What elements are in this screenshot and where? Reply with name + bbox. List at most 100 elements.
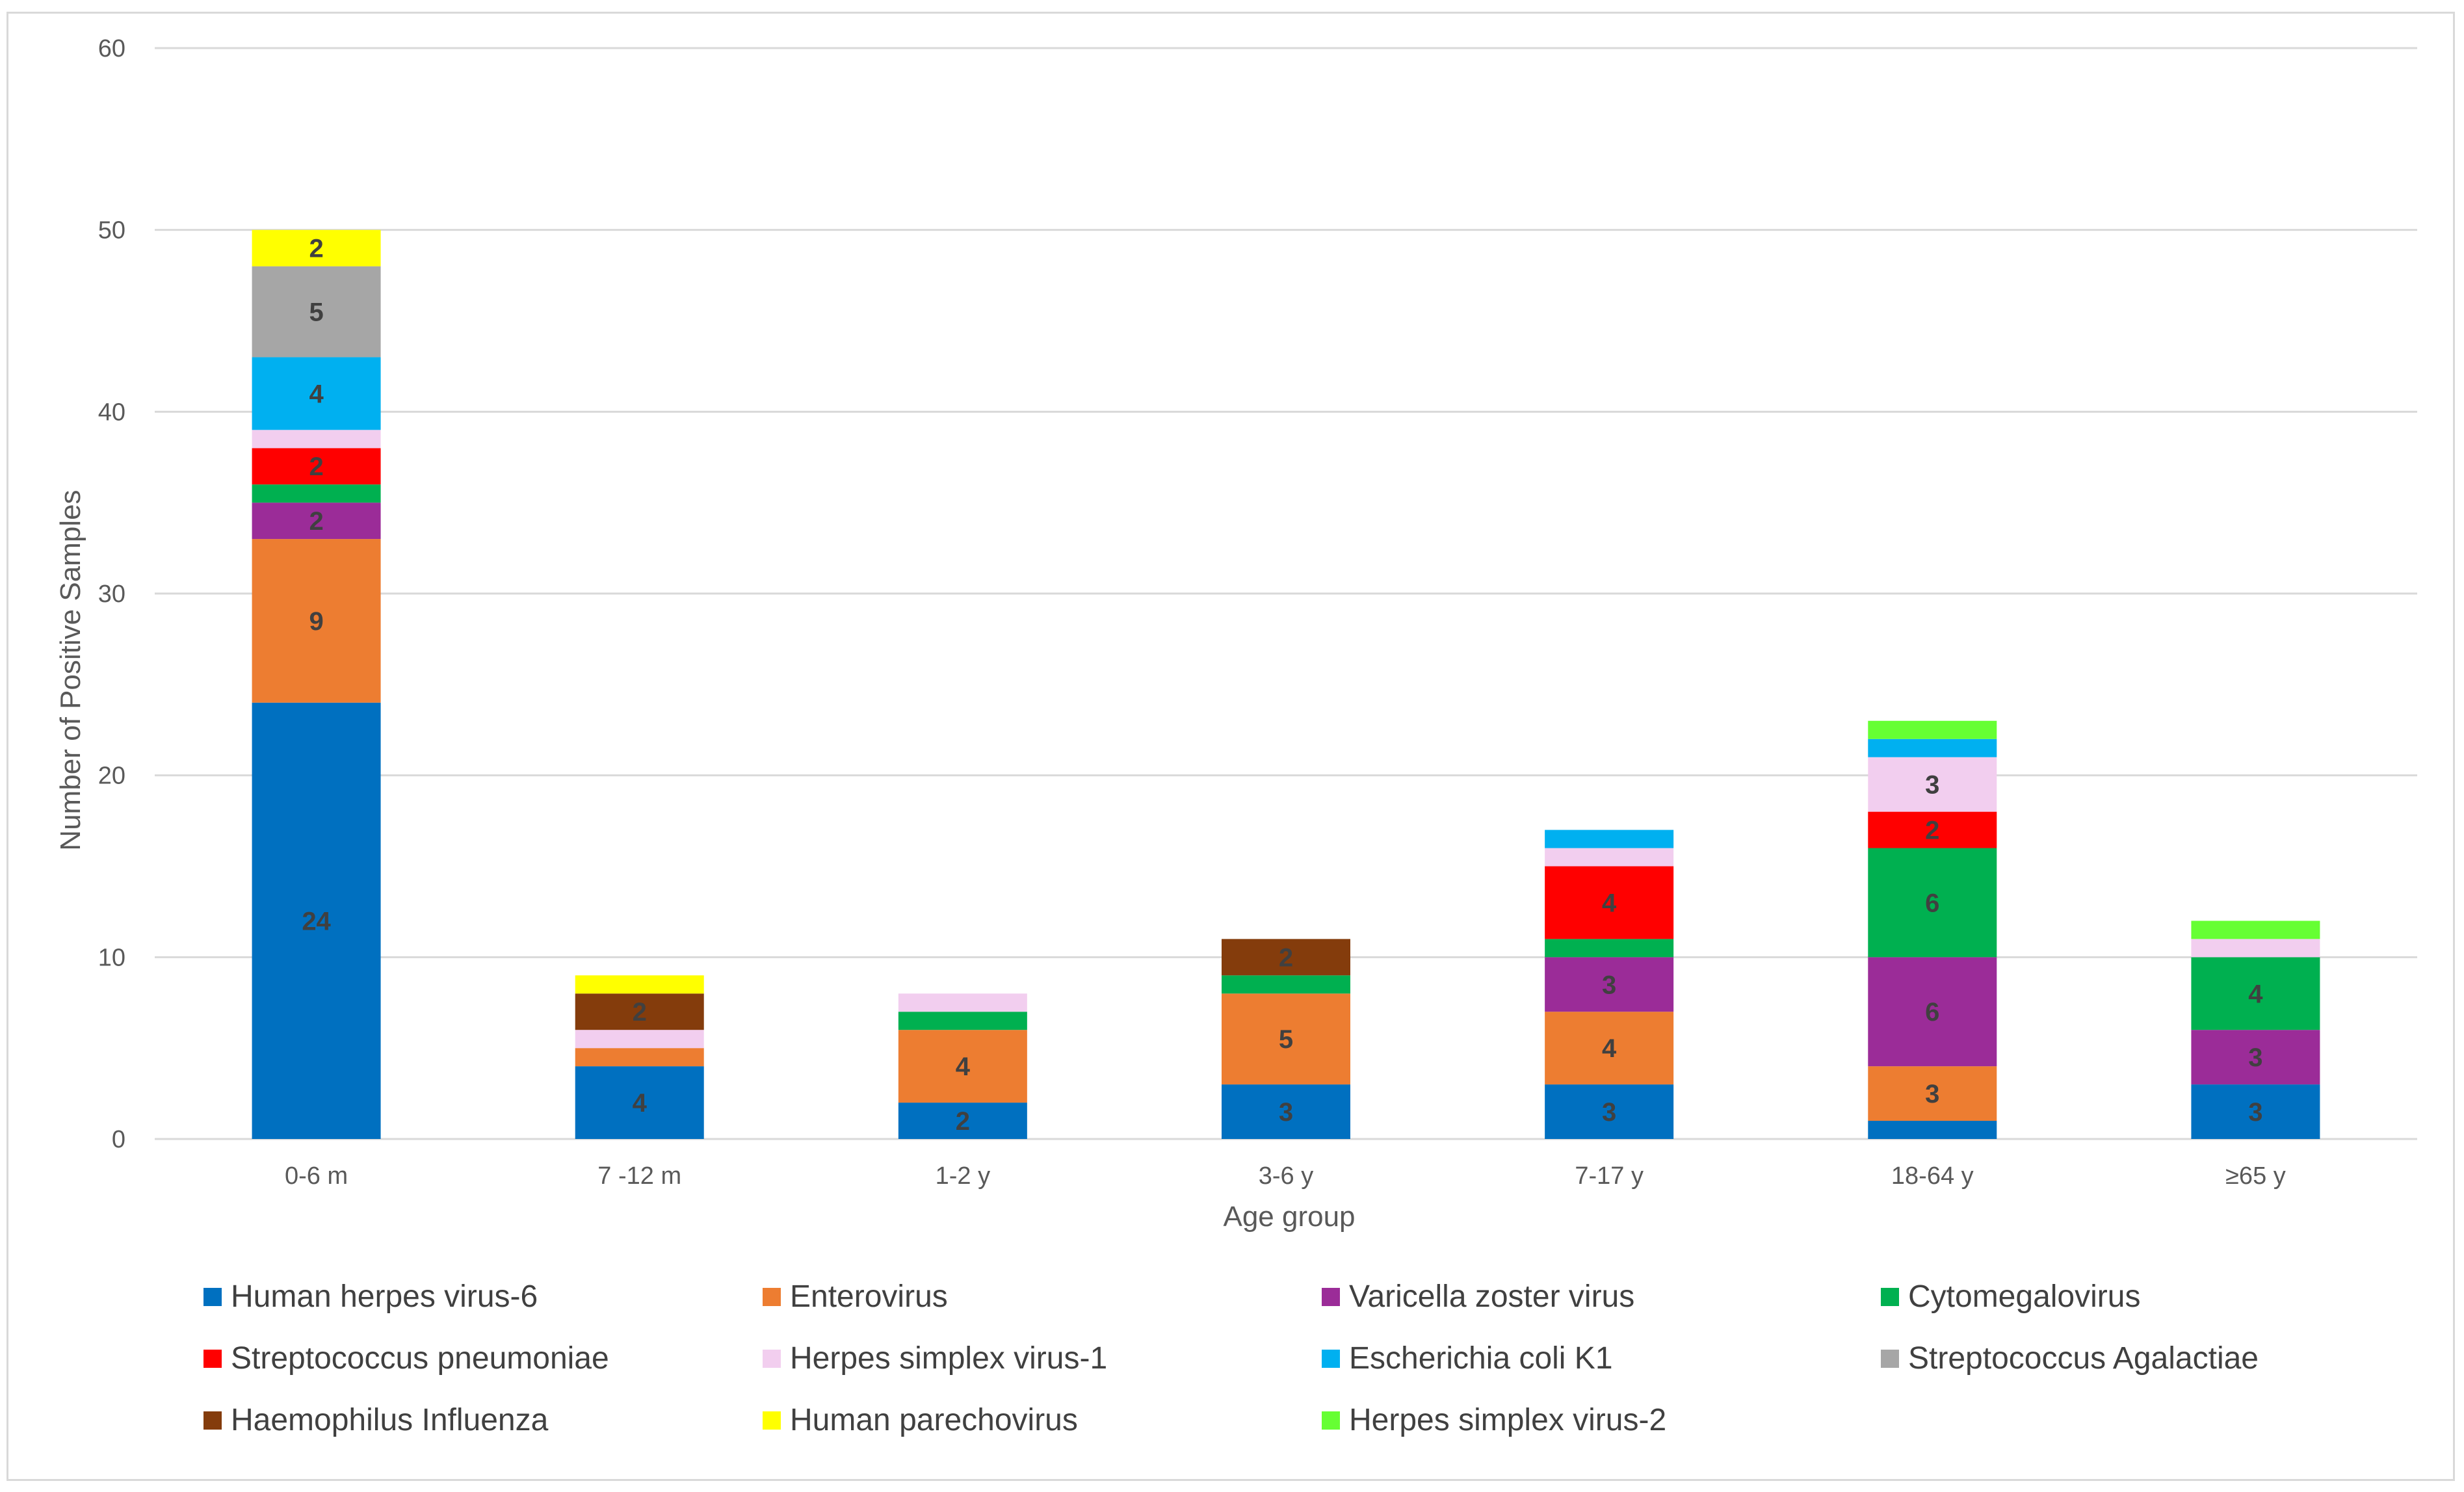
data-label: 2: [1279, 943, 1293, 972]
x-tick-label: ≥65 y: [2225, 1162, 2286, 1190]
bar-segment: [1545, 848, 1674, 867]
bar-segment: [1222, 975, 1350, 994]
y-tick-label: 60: [98, 35, 125, 62]
x-tick-label: 7 -12 m: [597, 1162, 681, 1190]
x-tick-label: 3-6 y: [1259, 1162, 1313, 1190]
data-label: 3: [2248, 1098, 2262, 1127]
bar-segment: [2191, 1030, 2320, 1085]
bar-segment: [2191, 939, 2320, 958]
data-label: 4: [1602, 889, 1617, 917]
gridlines: [155, 47, 2417, 1140]
x-tick-label: 0-6 m: [285, 1162, 348, 1190]
legend-label: Enterovirus: [790, 1279, 948, 1314]
bar-segment: [1868, 720, 1997, 739]
data-label: 4: [956, 1053, 971, 1081]
legend-label: Escherichia coli K1: [1349, 1341, 1613, 1376]
data-label: 4: [1602, 1034, 1617, 1063]
bar-segment: [898, 1030, 1027, 1103]
bar-segment: [1868, 811, 1997, 848]
data-label: 6: [1925, 998, 1939, 1027]
y-tick-label: 50: [98, 217, 125, 244]
legend-swatch: [1881, 1288, 1899, 1306]
legend-swatch: [203, 1411, 222, 1430]
data-label: 2: [309, 235, 323, 263]
bar-segment: [252, 484, 381, 503]
data-label: 3: [1279, 1098, 1293, 1127]
bar-segment: [1868, 957, 1997, 1067]
bar-segment: [1222, 1084, 1350, 1139]
data-label: 3: [1925, 771, 1939, 800]
bar-segment: [252, 702, 381, 1139]
chart-frame: 0 10 20 30 40 50 60 24 9 2 2 4 5 2 4 2 2 4 3 5 2 3 4 3 4 3 6 6 2 3 3 3…: [7, 12, 2455, 1481]
x-axis-ticks: 0-6 m 7 -12 m 1-2 y 3-6 y 7-17 y 18-64 y ≥65 y: [285, 1162, 2286, 1190]
bar-segment: [252, 503, 381, 540]
y-tick-label: 0: [112, 1126, 125, 1153]
y-tick-label: 40: [98, 399, 125, 426]
y-tick-label: 20: [98, 763, 125, 790]
bar-segment: [1868, 848, 1997, 958]
data-label: 3: [2248, 1043, 2262, 1072]
data-label: 2: [309, 507, 323, 536]
data-label: 5: [309, 298, 323, 327]
data-label: 3: [1602, 971, 1616, 999]
bar-segment: [575, 993, 704, 1030]
bar-segment: [575, 1066, 704, 1139]
bar-segment: [898, 993, 1027, 1012]
legend-swatch: [1322, 1350, 1340, 1368]
y-tick-label: 10: [98, 944, 125, 971]
data-label: 2: [309, 452, 323, 481]
bar-segment: [898, 1012, 1027, 1030]
legend-swatch: [763, 1288, 781, 1306]
bar-segment: [575, 1030, 704, 1049]
bar-segment: [2191, 921, 2320, 939]
bar-segment: [1222, 993, 1350, 1085]
bar-segment: [252, 448, 381, 485]
bar-segment: [1545, 939, 1674, 958]
x-tick-label: 18-64 y: [1891, 1162, 1974, 1190]
bar-segment: [1868, 1066, 1997, 1121]
data-label: 2: [633, 998, 647, 1027]
legend-label: Streptococcus pneumoniae: [231, 1341, 609, 1376]
legend-swatch: [1881, 1350, 1899, 1368]
data-label: 2: [956, 1107, 970, 1136]
bar-segment: [252, 266, 381, 358]
legend-label: Haemophilus Influenza: [231, 1403, 549, 1437]
data-label: 4: [2248, 980, 2263, 1008]
legend-swatch: [763, 1350, 781, 1368]
x-tick-label: 1-2 y: [936, 1162, 990, 1190]
bar-segment: [2191, 957, 2320, 1030]
legend-label: Streptococcus Agalactiae: [1908, 1341, 2259, 1376]
legend: Human herpes virus-6 Enterovirus Varicella…: [203, 1279, 2259, 1437]
legend-swatch: [203, 1350, 222, 1368]
data-label: 4: [633, 1089, 648, 1118]
data-label: 6: [1925, 889, 1939, 917]
legend-swatch: [763, 1411, 781, 1430]
x-axis-title: Age group: [1223, 1201, 1355, 1233]
bar-segment: [898, 1103, 1027, 1139]
data-label: 3: [1925, 1080, 1939, 1108]
legend-label: Cytomegalovirus: [1908, 1279, 2140, 1314]
bar-segment: [1868, 1121, 1997, 1139]
bar-segment: [1868, 757, 1997, 812]
y-axis-ticks: 0 10 20 30 40 50 60: [98, 35, 125, 1153]
bar-segment: [1545, 1012, 1674, 1085]
bar-segment: [575, 1048, 704, 1067]
bar-segment: [1545, 830, 1674, 848]
bar-segment: [252, 430, 381, 449]
bar-segment: [252, 229, 381, 267]
data-label: 9: [309, 607, 323, 636]
data-label: 3: [1602, 1098, 1616, 1127]
legend-swatch: [1322, 1411, 1340, 1430]
bar-segment: [1545, 957, 1674, 1012]
data-label: 2: [1925, 817, 1939, 845]
bar-segment: [252, 357, 381, 430]
x-tick-label: 7-17 y: [1575, 1162, 1644, 1190]
legend-label: Herpes simplex virus-2: [1349, 1403, 1666, 1437]
legend-label: Varicella zoster virus: [1349, 1279, 1634, 1314]
bars: [252, 229, 2320, 1139]
bar-segment: [2191, 1084, 2320, 1139]
bar-segment: [575, 975, 704, 994]
legend-label: Human parechovirus: [790, 1403, 1078, 1437]
